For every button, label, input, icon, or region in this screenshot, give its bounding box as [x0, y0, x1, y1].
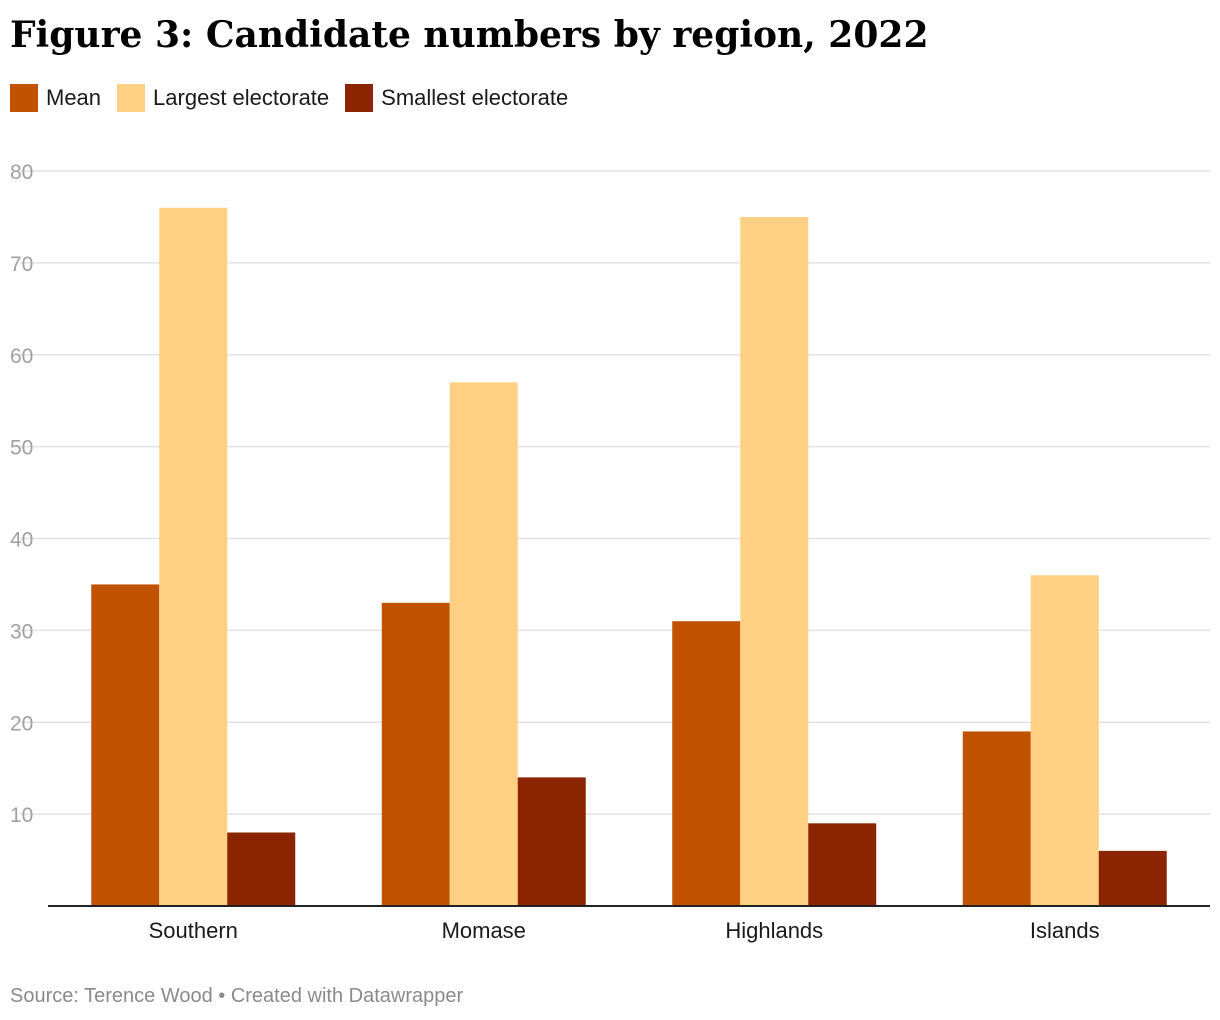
bar-southern-smallest-electorate — [227, 832, 296, 906]
bar-highlands-largest-electorate — [740, 216, 809, 906]
bar-momase-smallest-electorate — [517, 777, 586, 906]
bar-islands-smallest-electorate — [1098, 850, 1167, 906]
y-tick-label-80: 80 — [10, 161, 33, 184]
x-tick-label-islands: Islands — [1030, 918, 1100, 943]
y-tick-label-40: 40 — [10, 529, 33, 552]
bar-momase-largest-electorate — [449, 382, 518, 906]
legend-label-largest-electorate: Largest electorate — [153, 85, 330, 110]
y-tick-label-30: 30 — [10, 620, 33, 643]
bar-highlands-mean — [672, 621, 741, 906]
legend-swatch-mean — [10, 84, 38, 112]
chart-title: Figure 3: Candidate numbers by region, 2… — [10, 14, 929, 56]
y-tick-label-70: 70 — [10, 253, 33, 276]
legend-label-mean: Mean — [46, 85, 102, 110]
legend-label-smallest-electorate: Smallest electorate — [381, 85, 569, 110]
legend-swatch-largest-electorate — [117, 84, 146, 112]
x-tick-label-momase: Momase — [442, 918, 526, 943]
y-tick-label-10: 10 — [10, 804, 33, 827]
bar-chart: 10 20 30 40 50 60 70 80 Southern Momase Highlands I… — [10, 161, 1210, 943]
bar-southern-largest-electorate — [159, 207, 228, 906]
bar-momase-mean — [381, 602, 450, 906]
y-tick-label-60: 60 — [10, 345, 33, 368]
bar-islands-mean — [962, 731, 1031, 906]
y-tick-label-20: 20 — [10, 712, 33, 735]
legend-item-smallest-electorate: Smallest electorate — [345, 84, 568, 112]
x-tick-label-southern: Southern — [149, 918, 238, 943]
bar-islands-largest-electorate — [1030, 575, 1099, 906]
source-note: Source: Terence Wood • Created with Data… — [10, 985, 464, 1007]
legend-item-mean: Mean — [10, 84, 101, 112]
legend-swatch-smallest-electorate — [345, 84, 374, 112]
legend-item-largest-electorate: Largest electorate — [117, 84, 329, 112]
bar-highlands-smallest-electorate — [808, 823, 877, 906]
y-tick-label-50: 50 — [10, 437, 33, 460]
bar-southern-mean — [91, 584, 160, 906]
chart-legend: Mean Largest electorate Smallest elector… — [10, 84, 584, 112]
x-tick-label-highlands: Highlands — [725, 918, 823, 943]
